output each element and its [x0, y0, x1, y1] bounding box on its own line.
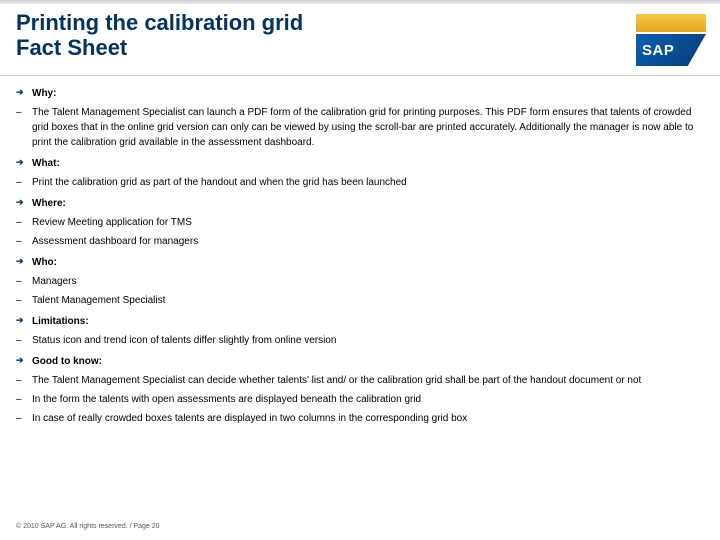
- heading-text: Where:: [32, 196, 66, 211]
- section-heading-why: ➔ Why:: [16, 86, 704, 101]
- heading-text: What:: [32, 156, 60, 171]
- body-text: The Talent Management Specialist can dec…: [32, 373, 641, 388]
- body-text: Talent Management Specialist: [32, 293, 165, 308]
- list-item: – Review Meeting application for TMS: [16, 215, 704, 230]
- title-line-1: Printing the calibration grid: [16, 10, 704, 35]
- dash-icon: –: [16, 373, 32, 388]
- section-heading-who: ➔ Who:: [16, 255, 704, 270]
- dash-icon: –: [16, 333, 32, 348]
- arrow-icon: ➔: [16, 86, 32, 100]
- list-item: – In the form the talents with open asse…: [16, 392, 704, 407]
- list-item: – Talent Management Specialist: [16, 293, 704, 308]
- dash-icon: –: [16, 293, 32, 308]
- body-text: Assessment dashboard for managers: [32, 234, 198, 249]
- list-item: – Print the calibration grid as part of …: [16, 175, 704, 190]
- dash-icon: –: [16, 234, 32, 249]
- list-item: – Status icon and trend icon of talents …: [16, 333, 704, 348]
- body-text: The Talent Management Specialist can lau…: [32, 105, 704, 150]
- body-text: Review Meeting application for TMS: [32, 215, 192, 230]
- section-heading-where: ➔ Where:: [16, 196, 704, 211]
- body-text: Managers: [32, 274, 76, 289]
- arrow-icon: ➔: [16, 156, 32, 170]
- logo-gold-band: [636, 14, 706, 32]
- sap-logo: SAP: [636, 14, 706, 66]
- content-area: ➔ Why: – The Talent Management Specialis…: [0, 76, 720, 434]
- body-text: Print the calibration grid as part of th…: [32, 175, 407, 190]
- heading-text: Why:: [32, 86, 56, 101]
- section-heading-limitations: ➔ Limitations:: [16, 314, 704, 329]
- heading-text: Good to know:: [32, 354, 102, 369]
- dash-icon: –: [16, 215, 32, 230]
- dash-icon: –: [16, 411, 32, 426]
- section-heading-good: ➔ Good to know:: [16, 354, 704, 369]
- arrow-icon: ➔: [16, 354, 32, 368]
- dash-icon: –: [16, 105, 32, 120]
- body-text: Status icon and trend icon of talents di…: [32, 333, 336, 348]
- list-item: – The Talent Management Specialist can l…: [16, 105, 704, 150]
- body-text: In case of really crowded boxes talents …: [32, 411, 467, 426]
- body-text: In the form the talents with open assess…: [32, 392, 421, 407]
- heading-text: Who:: [32, 255, 57, 270]
- title-bar: Printing the calibration grid Fact Sheet…: [0, 0, 720, 76]
- list-item: – Assessment dashboard for managers: [16, 234, 704, 249]
- list-item: – Managers: [16, 274, 704, 289]
- heading-text: Limitations:: [32, 314, 89, 329]
- footer-copyright: © 2010 SAP AG. All rights reserved. / Pa…: [16, 523, 160, 530]
- arrow-icon: ➔: [16, 196, 32, 210]
- logo-box: SAP: [636, 34, 706, 66]
- dash-icon: –: [16, 392, 32, 407]
- arrow-icon: ➔: [16, 314, 32, 328]
- dash-icon: –: [16, 175, 32, 190]
- title-line-2: Fact Sheet: [16, 35, 704, 60]
- dash-icon: –: [16, 274, 32, 289]
- section-heading-what: ➔ What:: [16, 156, 704, 171]
- logo-text: SAP: [642, 42, 674, 59]
- list-item: – In case of really crowded boxes talent…: [16, 411, 704, 426]
- arrow-icon: ➔: [16, 255, 32, 269]
- list-item: – The Talent Management Specialist can d…: [16, 373, 704, 388]
